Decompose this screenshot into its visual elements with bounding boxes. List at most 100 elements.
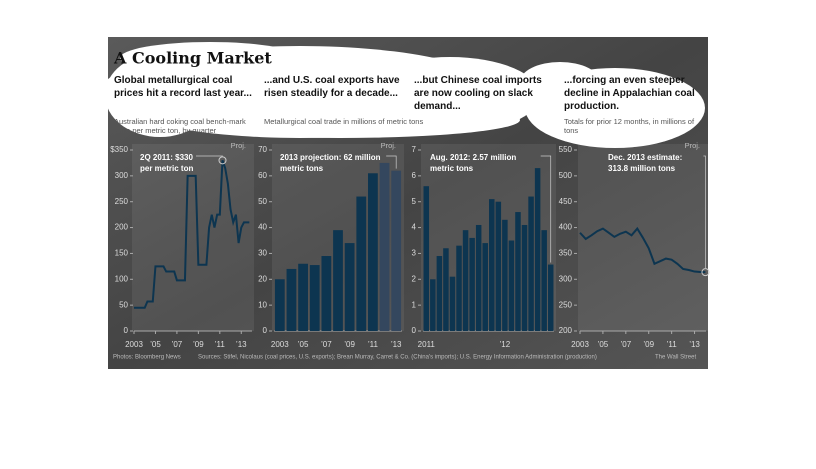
y-tick-label: 50 (258, 197, 267, 206)
bar (502, 220, 508, 331)
annotation: 2013 projection: 62 million (280, 153, 381, 162)
panel-subtitle: Metallurgical coal trade in millions of … (264, 117, 423, 126)
bar (450, 277, 456, 331)
y-tick-label: 60 (258, 171, 267, 180)
x-tick-label: ’11 (215, 340, 226, 349)
y-tick-label: 70 (258, 145, 267, 154)
y-tick-label: 0 (263, 326, 268, 335)
y-tick-label: 7 (412, 145, 417, 154)
x-tick-label: 2003 (571, 340, 589, 349)
annotation: 2Q 2011: $330 (140, 153, 193, 162)
y-tick-label: 30 (258, 249, 267, 258)
page-title: A Cooling Market (113, 49, 272, 68)
y-tick-label: 400 (559, 223, 573, 232)
y-tick-label: 1 (412, 300, 417, 309)
x-tick-label: ’13 (391, 340, 402, 349)
x-tick-label: ’05 (598, 340, 609, 349)
y-tick-label: 550 (559, 145, 573, 154)
bar (333, 230, 343, 331)
x-tick-label: ’13 (236, 340, 247, 349)
proj-label: Proj. (381, 141, 396, 150)
y-tick-label: 100 (115, 274, 129, 283)
annotation: Aug. 2012: 2.57 million (430, 153, 516, 162)
bar (437, 256, 443, 331)
y-tick-label: 4 (412, 223, 417, 232)
x-tick-label: ’11 (667, 340, 678, 349)
bar (496, 202, 502, 331)
y-tick-label: 450 (559, 197, 573, 206)
x-tick-label: ’12 (500, 340, 511, 349)
footer-publisher: The Wall Street (655, 355, 696, 361)
y-tick-label: 0 (124, 326, 129, 335)
bar (424, 186, 430, 331)
y-tick-label: 300 (115, 171, 129, 180)
y-tick-label: 2 (412, 274, 417, 283)
bar (456, 246, 462, 331)
bar (356, 197, 366, 331)
x-tick-label: ’09 (344, 340, 355, 349)
bar (522, 225, 528, 331)
y-tick-label: 250 (115, 197, 129, 206)
x-tick-label: 2003 (125, 340, 143, 349)
x-tick-label: ’07 (321, 340, 332, 349)
y-tick-label: 20 (258, 274, 267, 283)
bar (275, 279, 285, 331)
bar (548, 265, 554, 331)
bar (345, 243, 355, 331)
bar (476, 225, 482, 331)
x-tick-label: ’07 (620, 340, 631, 349)
y-tick-label: 10 (258, 300, 267, 309)
y-tick-label: 200 (559, 326, 573, 335)
bar (482, 243, 488, 331)
bar (310, 265, 320, 331)
annotation: per metric ton (140, 164, 193, 173)
y-tick-label: 6 (412, 171, 417, 180)
footer-sources: Sources: Stifel, Nicolaus (coal prices, … (198, 355, 597, 361)
y-tick-label: 250 (559, 300, 573, 309)
x-tick-label: ’11 (368, 340, 379, 349)
annotation: 313.8 million tons (608, 164, 676, 173)
bar (541, 230, 547, 331)
bar (321, 256, 331, 331)
x-tick-label: ’05 (298, 340, 309, 349)
y-tick-label: 50 (119, 300, 128, 309)
x-tick-label: ’09 (193, 340, 204, 349)
annotation: metric tons (430, 164, 474, 173)
y-tick-label: 5 (412, 197, 417, 206)
x-tick-label: ’05 (150, 340, 161, 349)
bar (443, 248, 449, 331)
bar (287, 269, 297, 331)
y-tick-label: 300 (559, 274, 573, 283)
bar (391, 171, 401, 331)
annotation: metric tons (280, 164, 324, 173)
proj-label: Proj. (231, 141, 246, 150)
x-tick-label: ’07 (172, 340, 183, 349)
bar (430, 279, 436, 331)
footer-photos: Photos: Bloomberg News (113, 355, 181, 361)
y-tick-label: 200 (115, 223, 129, 232)
bar (489, 199, 495, 331)
bar (463, 230, 469, 331)
x-tick-label: 2011 (418, 340, 436, 349)
bar (469, 238, 475, 331)
x-tick-label: ’09 (643, 340, 654, 349)
y-tick-label: 350 (559, 249, 573, 258)
annotation: Dec. 2013 estimate: (608, 153, 682, 162)
bar (528, 197, 534, 331)
x-tick-label: 2003 (271, 340, 289, 349)
bar (535, 168, 541, 331)
x-tick-label: ’13 (689, 340, 700, 349)
y-tick-label: 40 (258, 223, 267, 232)
y-tick-label: 3 (412, 249, 417, 258)
bar (515, 212, 521, 331)
y-tick-label: 0 (412, 326, 417, 335)
proj-label: Proj. (685, 141, 700, 150)
y-tick-label: 150 (115, 249, 129, 258)
bar (380, 163, 390, 331)
bar (368, 173, 378, 331)
bar (509, 241, 515, 332)
y-tick-label: 500 (559, 171, 573, 180)
y-tick-label: $350 (110, 145, 128, 154)
bar (298, 264, 308, 331)
